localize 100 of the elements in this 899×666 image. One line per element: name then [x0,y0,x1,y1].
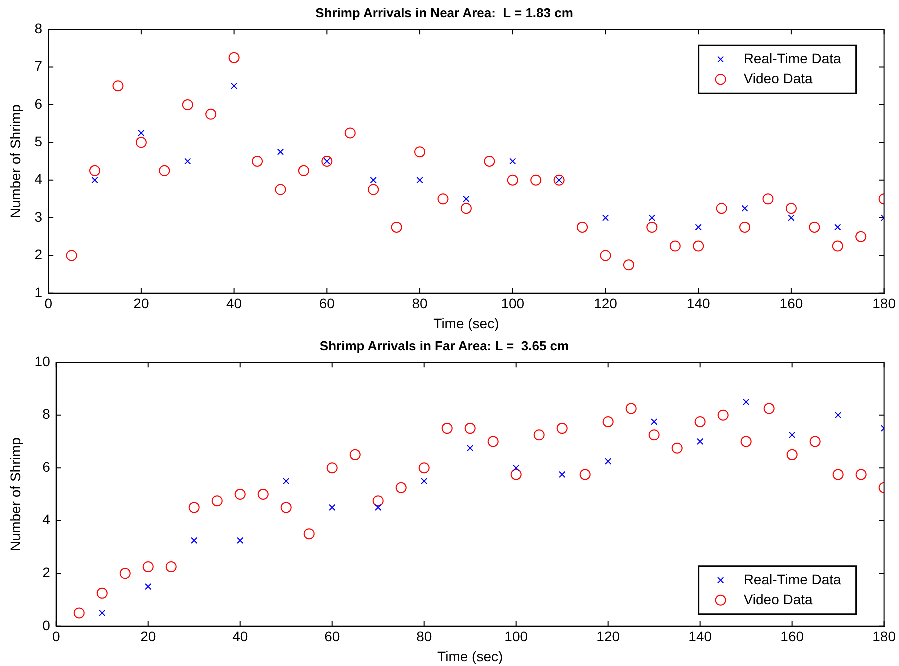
point [418,462,430,474]
point [694,416,706,428]
point [510,158,516,165]
x-tick-label: 180 [872,628,896,645]
x-tick-label: 100 [504,628,528,645]
point [743,398,750,406]
point [651,418,658,426]
point [605,458,612,465]
point [488,436,499,448]
x-tick-label: 100 [501,296,525,312]
x-tick-label: 140 [686,296,710,312]
point [99,610,106,617]
point [602,214,610,222]
point [142,562,154,573]
y-tick-label: 8 [42,406,51,422]
x-tick-label: 140 [688,628,712,645]
point [206,108,217,120]
point [648,214,656,222]
x-axis-title: Time (sec) [438,648,504,664]
point [391,222,402,233]
x-tick-label: 40 [232,628,248,645]
legend-label: Video Data [744,591,814,608]
x-tick-label: 60 [319,296,336,312]
point [230,82,238,90]
point [275,184,286,196]
point [66,250,78,262]
point [742,205,748,212]
point [416,177,424,184]
legend-label: Real-Time Data [744,50,842,66]
point [184,158,192,165]
point [212,496,223,507]
y-tick-label: 7 [34,58,43,74]
point [120,568,131,580]
point [329,504,336,512]
x-tick-label: 120 [596,628,620,645]
chart-title: Shrimp Arrivals in Far Area: L = 3.65 cm [320,338,570,354]
point [856,231,867,242]
point [237,537,244,544]
x-tick-label: 20 [134,296,150,312]
point [372,496,384,507]
point [368,184,380,196]
chart-title: Shrimp Arrivals in Near Area: L = 1.83 cm [316,5,574,20]
point [530,174,542,186]
point [695,224,702,231]
y-axis-title: Number of Shrimp [7,104,24,218]
point [350,449,361,460]
y-tick-label: 10 [34,353,51,370]
y-tick-label: 2 [34,246,43,263]
point [740,436,752,448]
point [788,214,795,222]
y-tick-label: 6 [34,96,43,112]
point [856,469,867,480]
point [648,430,660,441]
x-tick-label: 80 [416,628,432,645]
point [326,462,338,474]
y-tick-label: 4 [42,512,51,528]
x-tick-label: 180 [872,296,896,312]
y-tick-label: 4 [34,171,43,188]
x-tick-label: 160 [780,628,804,645]
point [789,432,796,438]
legend-label: Real-Time Data [744,571,842,588]
point [764,403,775,414]
y-tick-label: 5 [34,134,43,150]
point [510,469,522,480]
point [112,80,124,92]
point [809,222,820,233]
x-tick-label: 120 [594,296,618,312]
point [834,224,842,231]
point [460,203,472,214]
point [421,478,428,485]
point [258,489,269,500]
point [414,146,426,158]
point [670,240,681,252]
point [467,445,474,452]
point [513,464,520,472]
x-tick-label: 60 [324,628,340,645]
point [484,156,496,167]
point [556,423,568,434]
point [626,403,637,414]
y-tick-label: 1 [34,284,43,300]
y-tick-label: 8 [34,20,43,36]
point [672,442,683,454]
point [344,128,356,139]
point [832,469,844,480]
point [280,502,292,514]
point [145,584,152,590]
point [580,469,591,480]
point [277,148,284,156]
point [234,489,246,500]
point [283,478,290,485]
point [442,423,453,434]
point [786,449,798,460]
point [74,608,85,619]
point [188,502,200,514]
x-tick-label: 80 [412,296,428,312]
y-tick-label: 3 [34,208,43,225]
point [623,260,634,271]
point [322,156,333,167]
point [534,430,545,441]
point [507,174,518,186]
